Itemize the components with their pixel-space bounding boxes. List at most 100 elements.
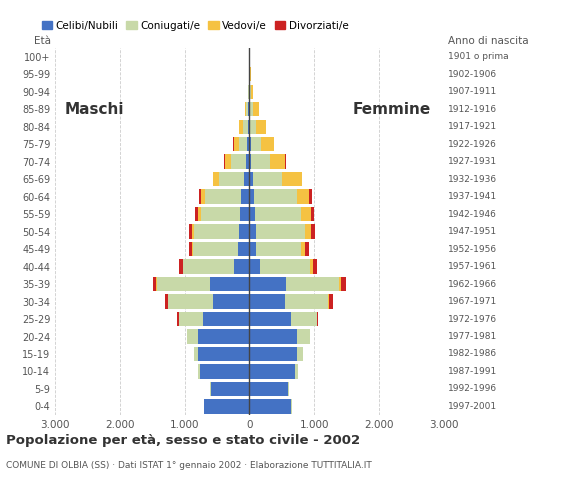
Bar <box>204 399 249 414</box>
Bar <box>198 347 249 361</box>
Bar <box>240 207 249 221</box>
Bar <box>177 312 179 326</box>
Bar <box>287 277 339 291</box>
Text: 1977-1981: 1977-1981 <box>448 332 497 341</box>
Bar <box>210 277 249 291</box>
Bar <box>311 207 314 221</box>
Bar <box>194 225 239 239</box>
Bar <box>213 294 249 309</box>
Bar <box>310 259 313 274</box>
Bar <box>304 225 311 239</box>
Text: 1937-1941: 1937-1941 <box>448 192 496 201</box>
Bar <box>198 364 200 379</box>
Bar <box>194 347 198 361</box>
Bar <box>211 382 249 396</box>
Bar <box>244 172 249 186</box>
Text: 1982-1986: 1982-1986 <box>448 349 496 359</box>
Bar <box>249 259 260 274</box>
Text: 1992-1996: 1992-1996 <box>448 384 496 394</box>
Bar <box>249 225 256 239</box>
Bar <box>249 312 291 326</box>
Bar <box>187 329 198 344</box>
Text: 1902-1906: 1902-1906 <box>448 70 496 79</box>
Bar <box>249 399 292 414</box>
Bar <box>249 329 298 344</box>
Bar <box>251 84 253 99</box>
Bar <box>288 382 289 396</box>
Text: Femmine: Femmine <box>353 102 431 117</box>
Bar <box>234 137 239 151</box>
Bar <box>234 259 249 274</box>
Bar <box>168 294 213 309</box>
Bar <box>298 329 310 344</box>
Bar <box>254 190 296 204</box>
Bar <box>256 225 304 239</box>
Bar <box>339 277 341 291</box>
Bar <box>153 277 156 291</box>
Bar <box>253 102 259 116</box>
Bar <box>247 137 249 151</box>
Bar <box>253 172 282 186</box>
Bar <box>195 207 198 221</box>
Bar <box>193 242 238 256</box>
Bar <box>329 294 333 309</box>
Bar <box>295 364 298 379</box>
Bar <box>249 190 254 204</box>
Bar <box>249 242 256 256</box>
Bar <box>311 225 315 239</box>
Bar <box>240 120 243 134</box>
Bar <box>260 259 310 274</box>
Text: 1987-1991: 1987-1991 <box>448 367 497 376</box>
Bar <box>245 102 246 116</box>
Bar <box>246 102 248 116</box>
Bar <box>243 120 248 134</box>
Text: 1947-1951: 1947-1951 <box>448 227 496 236</box>
Bar <box>157 277 210 291</box>
Bar <box>192 225 194 239</box>
Bar <box>198 329 249 344</box>
Text: 1972-1976: 1972-1976 <box>448 314 496 324</box>
Bar <box>201 207 240 221</box>
Bar <box>282 172 302 186</box>
Bar <box>213 172 219 186</box>
Bar <box>305 242 309 256</box>
Text: 1962-1966: 1962-1966 <box>448 279 496 288</box>
Text: 1917-1921: 1917-1921 <box>448 122 496 131</box>
Bar <box>249 364 295 379</box>
Bar <box>255 207 301 221</box>
Bar <box>328 294 329 309</box>
Text: Popolazione per età, sesso e stato civile - 2002: Popolazione per età, sesso e stato civil… <box>6 434 360 447</box>
Bar <box>313 259 317 274</box>
Bar <box>251 137 261 151</box>
Text: 1932-1936: 1932-1936 <box>448 175 496 184</box>
Text: 1952-1956: 1952-1956 <box>448 245 496 253</box>
Bar <box>200 364 249 379</box>
Bar <box>251 155 270 169</box>
Bar <box>192 242 193 256</box>
Bar <box>225 155 231 169</box>
Text: Maschi: Maschi <box>64 102 124 117</box>
Bar <box>249 382 288 396</box>
Text: 1997-2001: 1997-2001 <box>448 402 496 411</box>
Bar <box>285 294 328 309</box>
Bar <box>249 120 250 134</box>
Bar <box>256 242 301 256</box>
Bar <box>231 155 246 169</box>
Bar <box>183 259 234 274</box>
Bar <box>249 84 251 99</box>
Bar <box>249 277 287 291</box>
Bar <box>198 207 201 221</box>
Text: 1912-1916: 1912-1916 <box>448 105 496 114</box>
Bar <box>250 120 256 134</box>
Text: 1927-1931: 1927-1931 <box>448 157 496 166</box>
Text: Età: Età <box>34 36 51 46</box>
Bar <box>239 225 249 239</box>
Bar <box>317 312 318 326</box>
Bar <box>248 84 249 99</box>
Bar <box>296 190 309 204</box>
Bar <box>341 277 346 291</box>
Bar <box>301 207 311 221</box>
Bar <box>291 312 317 326</box>
Bar <box>201 190 205 204</box>
Bar <box>298 347 303 361</box>
